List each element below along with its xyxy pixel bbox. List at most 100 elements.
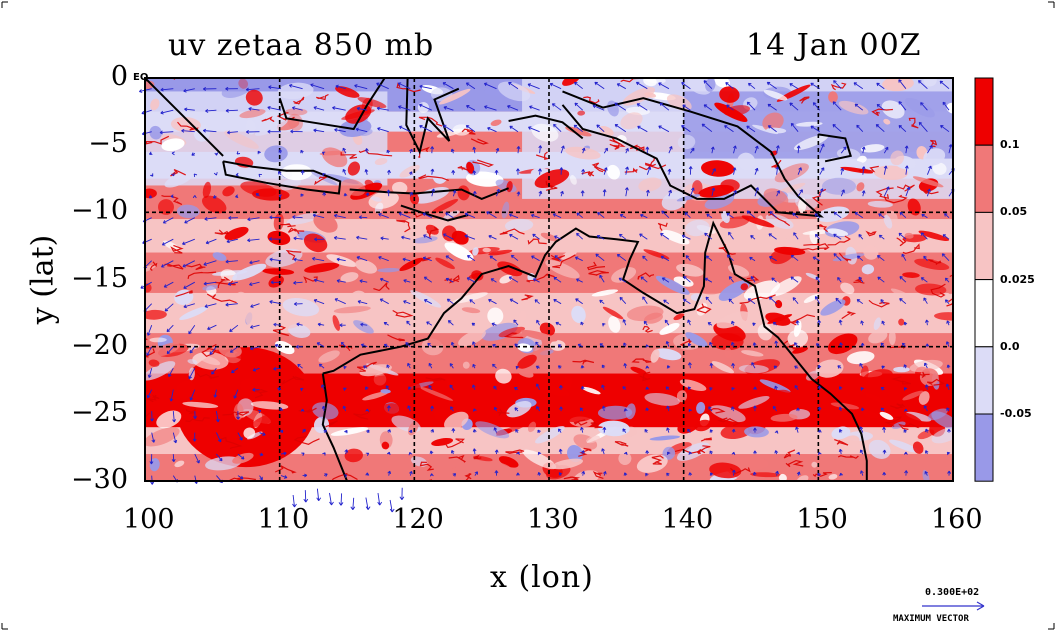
wind-vector bbox=[277, 171, 282, 175]
wind-vector bbox=[159, 130, 174, 135]
wind-vector bbox=[536, 406, 540, 412]
wind-vector bbox=[528, 126, 540, 133]
field-patch bbox=[458, 329, 486, 347]
wind-vector bbox=[923, 255, 928, 261]
wind-vector bbox=[184, 107, 195, 112]
wind-vector bbox=[443, 233, 454, 240]
field-patch bbox=[741, 350, 764, 357]
field-patch bbox=[498, 456, 519, 468]
field-contour bbox=[696, 449, 706, 455]
field-contour bbox=[527, 238, 547, 245]
wind-vector bbox=[711, 187, 716, 197]
wind-vector bbox=[321, 151, 326, 156]
coast-west-australia bbox=[321, 373, 348, 481]
wind-vector bbox=[898, 79, 907, 89]
wind-vector bbox=[207, 324, 217, 331]
wind-vector bbox=[794, 365, 799, 370]
wind-vector bbox=[622, 386, 627, 391]
field-contour bbox=[572, 359, 595, 365]
wind-vector bbox=[342, 147, 347, 154]
field-patch bbox=[650, 152, 675, 169]
wind-vector bbox=[323, 473, 328, 477]
wind-vector bbox=[853, 82, 864, 90]
wind-vector bbox=[573, 124, 583, 133]
coast-sulawesi bbox=[405, 78, 460, 155]
wind-vector bbox=[300, 387, 304, 392]
field-patch bbox=[435, 257, 455, 270]
wind-vector bbox=[602, 189, 607, 197]
field-patch bbox=[149, 458, 160, 472]
wind-vector bbox=[464, 234, 476, 240]
field-patch bbox=[796, 475, 809, 481]
wind-vector bbox=[529, 105, 540, 111]
wind-vector bbox=[709, 472, 714, 476]
wind-vector bbox=[363, 365, 368, 369]
wind-vector bbox=[710, 146, 715, 154]
wind-vector bbox=[838, 406, 843, 412]
wind-vector bbox=[386, 364, 390, 369]
wind-vector bbox=[904, 145, 909, 154]
wind-vector bbox=[580, 365, 585, 369]
wind-vector bbox=[794, 385, 799, 390]
wind-vector bbox=[509, 233, 519, 240]
field-contour bbox=[261, 116, 275, 123]
wind-vector bbox=[515, 429, 519, 433]
wind-vector bbox=[465, 125, 476, 133]
wind-vector bbox=[840, 189, 845, 197]
wind-vector bbox=[387, 470, 392, 476]
wind-vector bbox=[257, 150, 261, 155]
wind-vector bbox=[237, 453, 245, 460]
wind-vector bbox=[619, 296, 627, 305]
wind-vector bbox=[903, 321, 908, 326]
wind-vector bbox=[386, 189, 391, 197]
wind-vector bbox=[797, 167, 802, 175]
field-patch bbox=[676, 194, 701, 202]
y-tick-label: −30 bbox=[71, 464, 128, 495]
wind-vector bbox=[488, 298, 497, 305]
field-patch bbox=[265, 248, 303, 268]
wind-vector bbox=[423, 234, 432, 240]
wind-vector bbox=[300, 149, 304, 154]
wind-vector bbox=[514, 407, 519, 412]
wind-vector bbox=[623, 408, 628, 412]
field-patch bbox=[730, 234, 766, 245]
wind-vector bbox=[924, 384, 929, 390]
wind-vector bbox=[236, 150, 241, 155]
field-patch bbox=[431, 199, 459, 214]
wind-vector bbox=[356, 106, 368, 111]
field-patch bbox=[685, 219, 710, 237]
field-patch bbox=[517, 343, 533, 352]
wind-vector bbox=[465, 82, 476, 90]
wind-vector bbox=[166, 346, 174, 355]
field-contour bbox=[392, 309, 414, 318]
field-patch bbox=[883, 214, 893, 229]
wind-vector bbox=[386, 451, 391, 456]
field-patch bbox=[452, 124, 471, 136]
wind-vector bbox=[767, 125, 777, 133]
field-patch bbox=[893, 366, 910, 373]
wind-vector bbox=[398, 105, 411, 111]
field-contour bbox=[871, 108, 893, 117]
field-patch bbox=[776, 237, 796, 247]
wind-vector bbox=[666, 472, 670, 477]
field-patch bbox=[374, 158, 388, 165]
field-patch bbox=[896, 399, 908, 406]
wind-vector bbox=[924, 362, 928, 369]
field-patch bbox=[156, 410, 182, 429]
field-patch bbox=[161, 138, 185, 152]
wind-vector bbox=[948, 144, 953, 154]
field-patch bbox=[527, 421, 537, 433]
wind-vector bbox=[336, 257, 346, 262]
field-patch bbox=[882, 78, 901, 87]
wind-vector bbox=[182, 238, 195, 246]
field-contour bbox=[578, 447, 592, 457]
field-patch bbox=[675, 419, 688, 427]
wind-vector bbox=[666, 365, 671, 369]
wind-vector bbox=[429, 473, 434, 477]
wind-vector bbox=[768, 233, 777, 240]
field-patch bbox=[840, 282, 855, 295]
wind-vector bbox=[574, 102, 584, 111]
wind-vector bbox=[443, 106, 454, 111]
wind-vector bbox=[365, 497, 371, 510]
field-patch bbox=[222, 186, 235, 197]
